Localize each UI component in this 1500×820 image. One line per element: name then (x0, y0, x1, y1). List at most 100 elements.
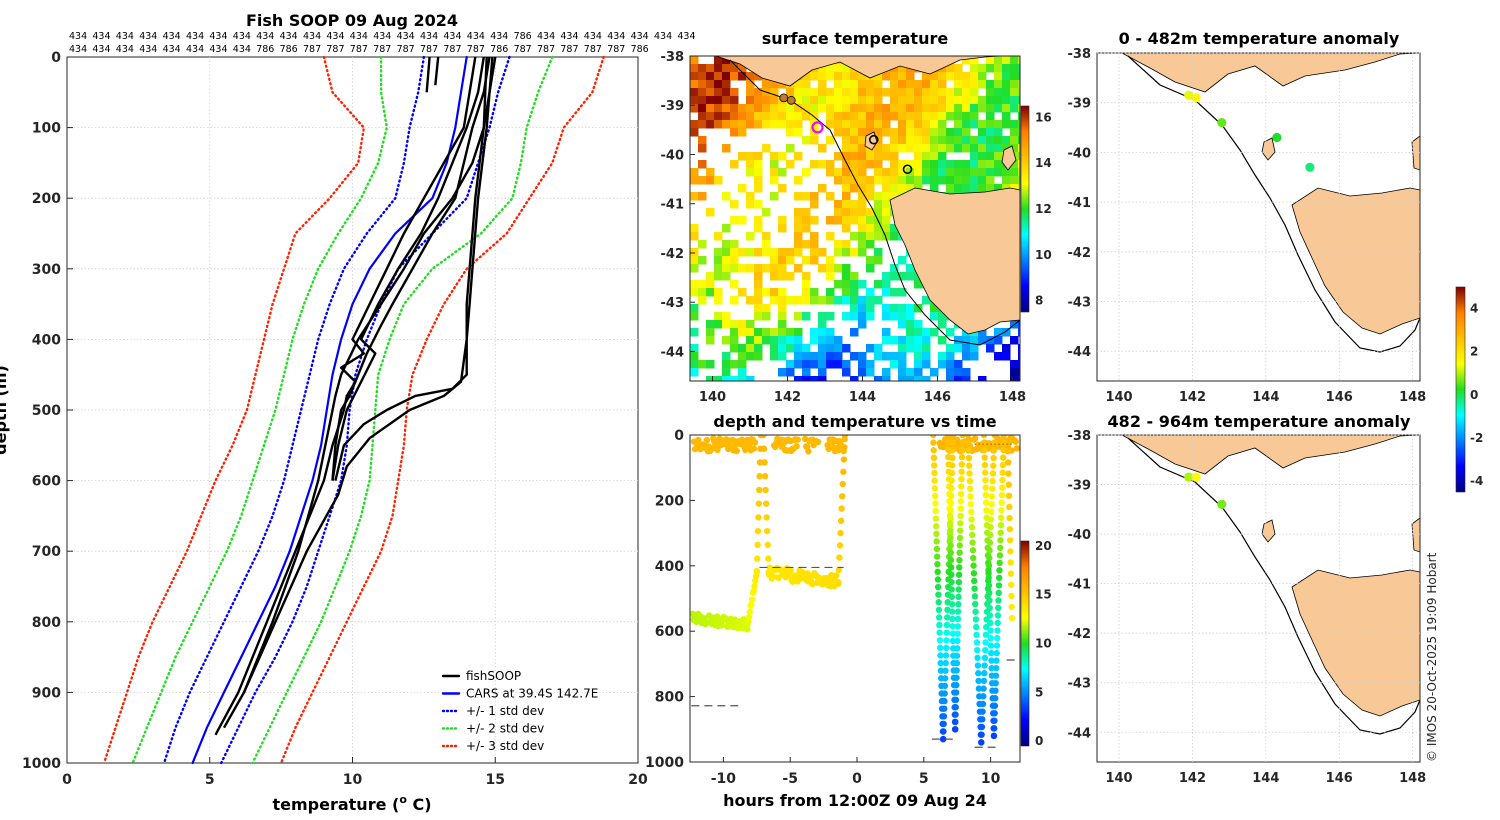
sst-cell (834, 72, 843, 81)
sst-cell (826, 296, 835, 305)
sst-cell (970, 160, 979, 169)
profile-xlabel: temperature (o C) (272, 793, 431, 814)
sst-cell (794, 296, 803, 305)
sst-cell (690, 168, 699, 177)
sst-cell (850, 248, 859, 257)
sst-cell (698, 120, 707, 129)
anomaly-xtick-label: 144 (1252, 771, 1279, 786)
sst-cell (746, 264, 755, 273)
instrument-id: 787 (420, 44, 438, 55)
sst-cell (690, 328, 699, 337)
sst-cell (882, 304, 891, 313)
sst-cell (882, 200, 891, 209)
depth-time-point (937, 659, 944, 667)
sst-cell (730, 376, 739, 381)
depth-time-point (841, 444, 848, 451)
sst-cell (770, 344, 779, 353)
sst-cell (786, 296, 795, 305)
depth-time-point (933, 545, 941, 553)
sst-cell (722, 320, 731, 329)
sst-cell (906, 312, 915, 321)
depth-time-point (992, 679, 999, 687)
sst-cell (1018, 160, 1020, 169)
sst-cell (778, 248, 787, 257)
depth-time-point (945, 446, 952, 453)
anomaly-xtick-label: 148 (1399, 771, 1426, 786)
sst-cell (714, 296, 723, 305)
sst-cell (802, 296, 811, 305)
depth-time-point (754, 527, 762, 535)
sst-cell (834, 88, 843, 97)
depth-time-point (837, 517, 845, 525)
sst-cell (1018, 144, 1020, 153)
sst-cell (722, 352, 731, 361)
depth-time-point (989, 485, 996, 492)
sst-cell (890, 336, 899, 345)
instrument-id: 434 (116, 44, 134, 55)
profile-xtick-label: 15 (486, 772, 505, 788)
sst-cell (978, 64, 987, 73)
sst-cell (962, 168, 971, 177)
sst-cell (706, 176, 715, 185)
sst-cell (890, 272, 899, 281)
instrument-id: 787 (326, 44, 344, 55)
profile-ytick-label: 500 (32, 403, 61, 419)
sst-cell (994, 56, 1003, 65)
sst-cell (962, 336, 971, 345)
sst-cell (1018, 80, 1020, 89)
sst-cell (738, 288, 747, 297)
depth-time-point (965, 447, 972, 454)
sst-cell (818, 96, 827, 105)
sst-colorbar-label: 12 (1035, 202, 1052, 216)
sst-cell (858, 320, 867, 329)
depth-time-xtick-label: 10 (981, 771, 1001, 787)
sst-cell (874, 168, 883, 177)
sst-cell (802, 96, 811, 105)
sst-cell (898, 352, 907, 361)
sst-cell (858, 232, 867, 241)
sst-cell (874, 96, 883, 105)
anomaly-xtick-label: 146 (1326, 771, 1353, 786)
depth-time-point (980, 439, 988, 446)
sst-cell (890, 360, 899, 369)
depth-time-point (987, 642, 995, 649)
sst-cell (922, 104, 931, 113)
sst-cell (994, 352, 1003, 361)
profile-ytick-label: 900 (32, 685, 61, 701)
sst-cell (978, 152, 987, 161)
sst-cell (842, 368, 851, 377)
sst-cell (938, 320, 947, 329)
sst-cell (970, 112, 979, 121)
depth-time-point (839, 480, 846, 488)
sst-cell (706, 336, 715, 345)
instrument-id: 434 (92, 31, 110, 42)
depth-time-point (754, 555, 761, 562)
sst-cell (842, 200, 851, 209)
sst-cell (738, 352, 747, 361)
anomaly-point (1184, 472, 1194, 482)
depth-time-point (966, 462, 973, 469)
sst-cell (898, 88, 907, 97)
sst-cell (906, 272, 915, 281)
sst-cell (946, 344, 955, 353)
anomaly-colorbar-ticks: 4 2 0 -2 -4 (1470, 302, 1483, 489)
sst-cell (770, 96, 779, 105)
depth-time-point (994, 612, 1002, 619)
sst-cell (770, 288, 779, 297)
sst-cell (962, 136, 971, 145)
sst-cell (930, 168, 939, 177)
depth-time-point (1004, 448, 1012, 455)
anomaly-point (1184, 90, 1194, 100)
sst-cell (714, 264, 723, 273)
instrument-id: 434 (163, 31, 181, 42)
legend-label: +/- 2 std dev (466, 722, 544, 736)
sst-cell (698, 88, 707, 97)
sst-cell (1010, 104, 1019, 113)
sst-cell (762, 288, 771, 297)
depth-time-point (765, 555, 772, 562)
sst-cell (730, 216, 739, 225)
depth-time-point (990, 462, 997, 469)
depth-time-xtick-label: -10 (711, 771, 737, 787)
sst-cell (730, 360, 739, 369)
sst-cell (802, 216, 811, 225)
